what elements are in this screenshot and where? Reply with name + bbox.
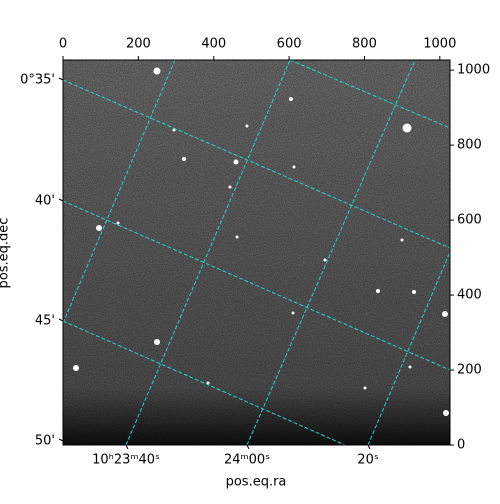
y-tick-label: 0 (457, 438, 465, 453)
y-tick-label: 400 (457, 288, 482, 303)
dec-tick-label: 40' (35, 194, 55, 209)
y-tick-label: 800 (457, 138, 482, 153)
y-tick-label: 600 (457, 213, 482, 228)
x-tick-label: 600 (277, 37, 302, 52)
ra-tick (367, 444, 371, 450)
dec-tick (58, 318, 64, 322)
x-tick-label: 800 (352, 37, 377, 52)
x-axis-label: pos.eq.ra (226, 475, 287, 490)
y-axis-label: pos.eq.dec (0, 218, 12, 289)
ra-tick-label: 10ʰ23ᵐ40ˢ (92, 453, 160, 468)
ra-tick (246, 444, 250, 450)
dec-tick-label: 45' (35, 314, 55, 329)
dec-tick-label: 50' (35, 434, 55, 449)
x-tick-label: 0 (59, 37, 67, 52)
ra-tick-label: 20ˢ (357, 453, 379, 468)
x-tick-label: 200 (126, 37, 151, 52)
y-tick-label: 200 (457, 363, 482, 378)
dec-tick (58, 438, 64, 442)
dec-tick (58, 77, 64, 81)
x-tick-label: 1000 (423, 37, 456, 52)
sky-image (63, 60, 450, 445)
x-tick-label: 400 (201, 37, 226, 52)
y-tick-label: 1000 (457, 63, 490, 78)
ra-tick-label: 24ᵐ00ˢ (224, 453, 270, 468)
dec-tick (58, 198, 64, 202)
plot-frame (62, 59, 451, 446)
dec-tick-label: 0°35' (20, 73, 55, 88)
ra-tick (125, 444, 129, 450)
